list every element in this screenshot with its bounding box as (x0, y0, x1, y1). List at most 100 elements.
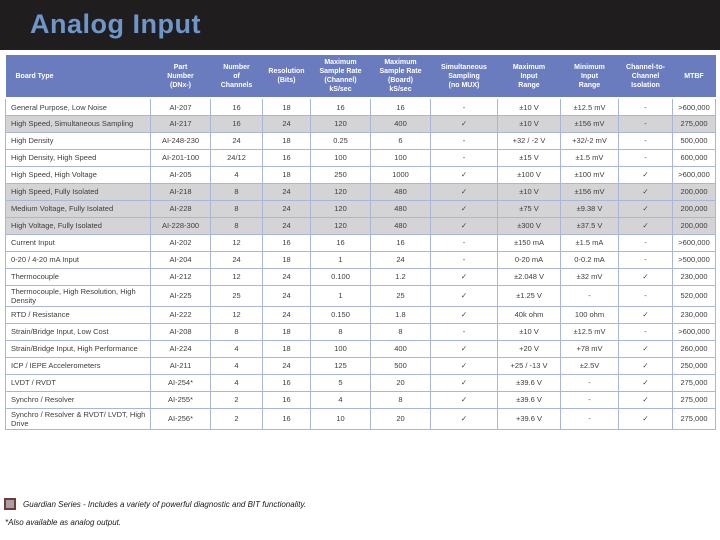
table-row: High Density, High Speed AI-201-100 24/12 1… (5, 148, 716, 167)
cell-mtbf: 520,000 (672, 284, 716, 307)
cell-isolation: ✓ (618, 356, 673, 375)
column-header-rate_board: Maximum Sample Rate (Board) kS/sec (370, 55, 431, 100)
table-body: General Purpose, Low Noise AI-207 16 18 16 16… (5, 97, 716, 430)
cell-part_number: AI-228 (150, 199, 211, 218)
cell-part_number: AI-218 (150, 182, 211, 201)
column-header-mtbf: MTBF (672, 55, 716, 100)
cell-simultaneous: ✓ (430, 165, 498, 184)
cell-isolation: - (618, 284, 673, 307)
cell-part_number: AI-248-230 (150, 131, 211, 150)
cell-resolution: 18 (262, 165, 311, 184)
cell-min_range: +32/-2 mV (560, 131, 619, 150)
cell-rate_board: 400 (370, 339, 431, 358)
cell-min_range: - (560, 284, 619, 307)
cell-rate_channel: 120 (310, 199, 371, 218)
cell-resolution: 16 (262, 148, 311, 167)
cell-rate_channel: 120 (310, 114, 371, 133)
cell-channels: 24 (210, 131, 263, 150)
cell-rate_channel: 4 (310, 390, 371, 409)
cell-simultaneous: ✓ (430, 199, 498, 218)
guardian-series-legend-text: Guardian Series - Includes a variety of … (23, 499, 307, 509)
cell-isolation: ✓ (618, 182, 673, 201)
cell-rate_board: 8 (370, 322, 431, 341)
cell-isolation: ✓ (618, 216, 673, 235)
cell-isolation: - (618, 131, 673, 150)
cell-min_range: 0-0.2 mA (560, 250, 619, 269)
cell-rate_channel: 8 (310, 322, 371, 341)
cell-rate_channel: 120 (310, 216, 371, 235)
cell-resolution: 24 (262, 199, 311, 218)
cell-simultaneous: ✓ (430, 114, 498, 133)
cell-simultaneous: ✓ (430, 182, 498, 201)
cell-min_range: - (560, 373, 619, 392)
cell-rate_channel: 16 (310, 97, 371, 116)
cell-max_range: ±150 mA (497, 233, 561, 252)
cell-part_number: AI-256* (150, 407, 211, 430)
column-header-simultaneous: Simultaneous Sampling (no MUX) (430, 55, 498, 100)
cell-channels: 12 (210, 305, 263, 324)
cell-min_range: +78 mV (560, 339, 619, 358)
analog-output-note: *Also available as analog output. (5, 518, 122, 527)
cell-rate_channel: 16 (310, 233, 371, 252)
cell-part_number: AI-204 (150, 250, 211, 269)
cell-rate_board: 480 (370, 216, 431, 235)
cell-channels: 12 (210, 267, 263, 286)
cell-mtbf: 600,000 (672, 148, 716, 167)
cell-mtbf: 275,000 (672, 390, 716, 409)
cell-rate_channel: 250 (310, 165, 371, 184)
cell-max_range: ±10 V (497, 114, 561, 133)
cell-board_type: Strain/Bridge Input, High Performance (5, 339, 151, 358)
cell-min_range: ±32 mV (560, 267, 619, 286)
cell-mtbf: 200,000 (672, 216, 716, 235)
cell-channels: 4 (210, 339, 263, 358)
cell-isolation: - (618, 114, 673, 133)
cell-rate_channel: 100 (310, 148, 371, 167)
cell-max_range: ±39.6 V (497, 390, 561, 409)
cell-mtbf: 200,000 (672, 182, 716, 201)
table-row: High Speed, Simultaneous Sampling AI-217 1… (5, 114, 716, 133)
cell-simultaneous: ✓ (430, 267, 498, 286)
cell-channels: 16 (210, 114, 263, 133)
column-header-board_type: Board Type (5, 55, 151, 100)
cell-mtbf: 200,000 (672, 199, 716, 218)
cell-max_range: 40k ohm (497, 305, 561, 324)
footer: Guardian Series - Includes a variety of … (4, 498, 715, 527)
cell-rate_board: 400 (370, 114, 431, 133)
cell-max_range: ±2.048 V (497, 267, 561, 286)
cell-isolation: ✓ (618, 373, 673, 392)
cell-rate_board: 6 (370, 131, 431, 150)
cell-part_number: AI-207 (150, 97, 211, 116)
cell-min_range: ±1.5 mV (560, 148, 619, 167)
cell-simultaneous: ✓ (430, 284, 498, 307)
cell-rate_board: 1000 (370, 165, 431, 184)
cell-resolution: 24 (262, 356, 311, 375)
cell-min_range: - (560, 390, 619, 409)
cell-isolation: ✓ (618, 267, 673, 286)
cell-rate_board: 20 (370, 407, 431, 430)
guardian-series-legend-swatch (4, 498, 16, 510)
cell-channels: 2 (210, 390, 263, 409)
cell-channels: 2 (210, 407, 263, 430)
cell-resolution: 18 (262, 131, 311, 150)
cell-simultaneous: - (430, 250, 498, 269)
cell-part_number: AI-212 (150, 267, 211, 286)
table-row: Medium Voltage, Fully Isolated AI-228 8 24 1… (5, 199, 716, 218)
cell-rate_board: 16 (370, 233, 431, 252)
table-wrap: Board Type Part Number (DNx-) Number of Ch… (5, 55, 716, 430)
cell-rate_channel: 1 (310, 250, 371, 269)
cell-rate_channel: 0.25 (310, 131, 371, 150)
cell-board_type: RTD / Resistance (5, 305, 151, 324)
cell-part_number: AI-224 (150, 339, 211, 358)
cell-isolation: ✓ (618, 407, 673, 430)
cell-channels: 4 (210, 373, 263, 392)
cell-board_type: High Speed, Simultaneous Sampling (5, 114, 151, 133)
column-header-resolution: Resolution (Bits) (262, 55, 311, 100)
cell-rate_board: 480 (370, 199, 431, 218)
cell-resolution: 16 (262, 233, 311, 252)
cell-isolation: - (618, 322, 673, 341)
cell-max_range: ±10 V (497, 97, 561, 116)
cell-mtbf: 230,000 (672, 305, 716, 324)
cell-min_range: ±12.5 mV (560, 97, 619, 116)
cell-mtbf: 250,000 (672, 356, 716, 375)
cell-rate_channel: 120 (310, 182, 371, 201)
